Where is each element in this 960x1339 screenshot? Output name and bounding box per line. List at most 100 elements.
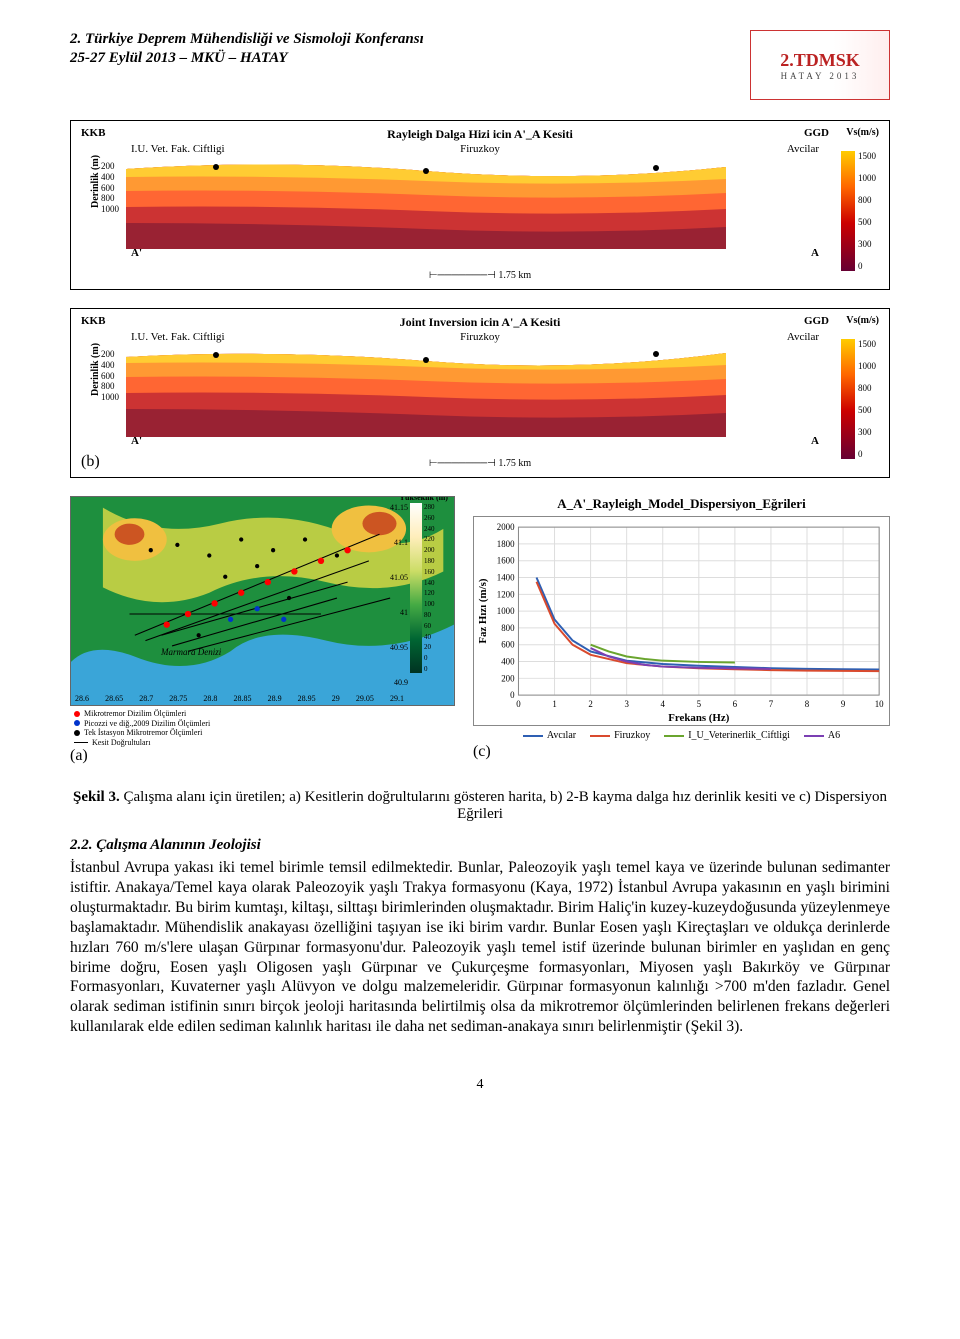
svg-text:1800: 1800 <box>497 539 515 549</box>
elevation-colorbar: 2802602402202001801601401201008060402000 <box>410 503 450 673</box>
cb-tick: 0 <box>858 449 876 459</box>
svg-text:1000: 1000 <box>497 606 515 616</box>
cross-section-joint: Joint Inversion icin A'_A Kesiti KKB GGD… <box>70 308 890 478</box>
panel-b-label: (b) <box>81 453 100 471</box>
tick: 400 <box>101 360 119 371</box>
elev-ticks: 2802602402202001801601401201008060402000 <box>422 503 435 673</box>
tick: 1000 <box>101 204 119 215</box>
cs-colorbar: 1500 1000 800 500 300 0 <box>841 151 883 271</box>
cb-tick: 500 <box>858 217 876 227</box>
figure-number: Şekil 3. <box>73 789 120 805</box>
svg-text:2000: 2000 <box>497 522 515 532</box>
tick: 200 <box>101 349 119 360</box>
cb-tick: 800 <box>858 383 876 393</box>
cb-tick: 1500 <box>858 339 876 349</box>
cs-vs-label-2: Vs(m/s) <box>846 315 879 326</box>
a-prime: A' <box>131 247 142 259</box>
colorbar-ticks: 1500 1000 800 500 300 0 <box>855 151 876 271</box>
elev-gradient <box>410 503 422 673</box>
svg-text:1600: 1600 <box>497 556 515 566</box>
legend-text: Picozzi ve diğ.,2009 Dizilim Ölçümleri <box>84 719 210 729</box>
page-header: 2. Türkiye Deprem Mühendisliği ve Sismol… <box>70 30 890 100</box>
svg-text:200: 200 <box>501 673 515 683</box>
cs-scale-2: ⊢───────⊣ 1.75 km <box>429 458 531 469</box>
cs-loc-1b: I.U. Vet. Fak. Ciftligi <box>131 331 225 343</box>
legend-text: Mikrotremor Dizilim Ölçümleri <box>84 709 186 719</box>
header-line2: 25-27 Eylül 2013 – MKÜ – HATAY <box>70 49 424 68</box>
svg-text:7: 7 <box>769 699 774 709</box>
dispersion-title: A_A'_Rayleigh_Model_Dispersiyon_Eğrileri <box>473 496 890 512</box>
svg-text:1400: 1400 <box>497 572 515 582</box>
legend-dot-red <box>74 711 80 717</box>
tick: 800 <box>101 381 119 392</box>
tick: 200 <box>101 161 119 172</box>
svg-text:9: 9 <box>841 699 846 709</box>
cs-loc-2: Firuzkoy <box>460 143 500 155</box>
svg-text:800: 800 <box>501 623 515 633</box>
dispersion-chart: 0200400600800100012001400160018002000012… <box>473 516 890 726</box>
colorbar-gradient <box>841 151 855 271</box>
body-paragraph: İstanbul Avrupa yakası iki temel birimle… <box>70 858 890 1036</box>
svg-text:0: 0 <box>510 690 515 700</box>
legend-dot-blue <box>74 720 80 726</box>
dispersion-panel: A_A'_Rayleigh_Model_Dispersiyon_Eğrileri… <box>473 496 890 761</box>
cs-dir-right: GGD <box>804 127 829 139</box>
legend-line-icon <box>74 742 88 743</box>
colorbar-ticks-2: 1500 1000 800 500 300 0 <box>855 339 876 459</box>
cb-tick: 1000 <box>858 361 876 371</box>
map-panel: Marmara Denizi Yükseklik (m) 28026024022… <box>70 496 455 765</box>
cb-tick: 1500 <box>858 151 876 161</box>
cb-tick: 0 <box>858 261 876 271</box>
tick: 400 <box>101 172 119 183</box>
svg-text:10: 10 <box>875 699 884 709</box>
conference-title: 2. Türkiye Deprem Mühendisliği ve Sismol… <box>70 30 424 68</box>
tick: 600 <box>101 183 119 194</box>
cs-depth-ticks: 200 400 600 800 1000 <box>101 161 119 215</box>
cs-depth-ticks-2: 200 400 600 800 1000 <box>101 349 119 403</box>
svg-text:1200: 1200 <box>497 589 515 599</box>
cs-title-2: Joint Inversion icin A'_A Kesiti <box>400 315 561 330</box>
svg-text:Frekans (Hz): Frekans (Hz) <box>668 712 729 724</box>
cs-depth-label-2: Derinlik (m) <box>90 343 101 396</box>
cs-dir-left: KKB <box>81 127 105 139</box>
cb-tick: 300 <box>858 427 876 437</box>
cb-tick: 800 <box>858 195 876 205</box>
map-box: Marmara Denizi Yükseklik (m) 28026024022… <box>70 496 455 706</box>
cb-tick: 500 <box>858 405 876 415</box>
figure-caption: Şekil 3. Çalışma alanı için üretilen; a)… <box>70 789 890 823</box>
legend-text: Kesit Doğrultuları <box>92 738 150 748</box>
bottom-panels: Marmara Denizi Yükseklik (m) 28026024022… <box>70 496 890 765</box>
cs-layers-svg-2 <box>126 347 726 437</box>
elev-title: Yükseklik (m) <box>399 496 448 502</box>
cs-dir-right-2: GGD <box>804 315 829 327</box>
header-line1: 2. Türkiye Deprem Mühendisliği ve Sismol… <box>70 30 424 49</box>
cs-loc-2b: Firuzkoy <box>460 331 500 343</box>
svg-text:600: 600 <box>501 640 515 650</box>
map-y-axis: 41.1541.141.054140.9540.9 <box>390 503 408 687</box>
panel-c-label: (c) <box>473 743 890 761</box>
cs-layers-svg <box>126 159 726 249</box>
cs-loc-1: I.U. Vet. Fak. Ciftligi <box>131 143 225 155</box>
marmara-label: Marmara Denizi <box>161 647 221 657</box>
cs-loc-3: Avcilar <box>787 143 819 155</box>
svg-text:2: 2 <box>588 699 592 709</box>
cs-vs-label: Vs(m/s) <box>846 127 879 138</box>
cs-colorbar-2: 1500 1000 800 500 300 0 <box>841 339 883 459</box>
svg-text:3: 3 <box>624 699 629 709</box>
svg-text:5: 5 <box>697 699 702 709</box>
figure-3: Rayleigh Dalga Hizi icin A'_A Kesiti KKB… <box>70 120 890 765</box>
cross-section-rayleigh: Rayleigh Dalga Hizi icin A'_A Kesiti KKB… <box>70 120 890 290</box>
panel-a-label: (a) <box>70 747 455 765</box>
caption-text: Çalışma alanı için üretilen; a) Kesitler… <box>123 789 887 822</box>
section-heading: 2.2. Çalışma Alanının Jeolojisi <box>70 837 890 854</box>
svg-text:Faz Hızı (m/s): Faz Hızı (m/s) <box>477 578 489 644</box>
svg-text:0: 0 <box>516 699 521 709</box>
map-legend: Mikrotremor Dizilim Ölçümleri Picozzi ve… <box>70 706 455 747</box>
svg-text:8: 8 <box>805 699 810 709</box>
a-prime-2: A' <box>131 435 142 447</box>
scale-val-2: 1.75 km <box>498 458 531 469</box>
cs-title-1: Rayleigh Dalga Hizi icin A'_A Kesiti <box>387 127 573 142</box>
tick: 600 <box>101 371 119 382</box>
svg-text:4: 4 <box>660 699 665 709</box>
cb-tick: 1000 <box>858 173 876 183</box>
